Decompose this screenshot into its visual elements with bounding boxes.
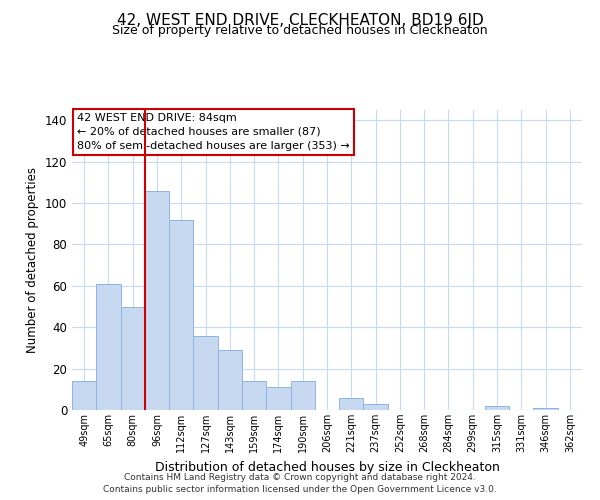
Bar <box>169 220 193 410</box>
Bar <box>218 350 242 410</box>
Bar <box>339 398 364 410</box>
Bar <box>364 404 388 410</box>
Y-axis label: Number of detached properties: Number of detached properties <box>26 167 39 353</box>
Text: Size of property relative to detached houses in Cleckheaton: Size of property relative to detached ho… <box>112 24 488 37</box>
Bar <box>72 381 96 410</box>
Bar <box>485 406 509 410</box>
Bar <box>533 408 558 410</box>
X-axis label: Distribution of detached houses by size in Cleckheaton: Distribution of detached houses by size … <box>155 460 499 473</box>
Bar <box>145 190 169 410</box>
Bar <box>290 381 315 410</box>
Bar <box>121 306 145 410</box>
Bar <box>266 387 290 410</box>
Text: Contains HM Land Registry data © Crown copyright and database right 2024.
Contai: Contains HM Land Registry data © Crown c… <box>103 473 497 494</box>
Bar <box>242 381 266 410</box>
Bar <box>193 336 218 410</box>
Text: 42 WEST END DRIVE: 84sqm
← 20% of detached houses are smaller (87)
80% of semi-d: 42 WEST END DRIVE: 84sqm ← 20% of detach… <box>77 113 350 151</box>
Bar <box>96 284 121 410</box>
Text: 42, WEST END DRIVE, CLECKHEATON, BD19 6JD: 42, WEST END DRIVE, CLECKHEATON, BD19 6J… <box>116 12 484 28</box>
